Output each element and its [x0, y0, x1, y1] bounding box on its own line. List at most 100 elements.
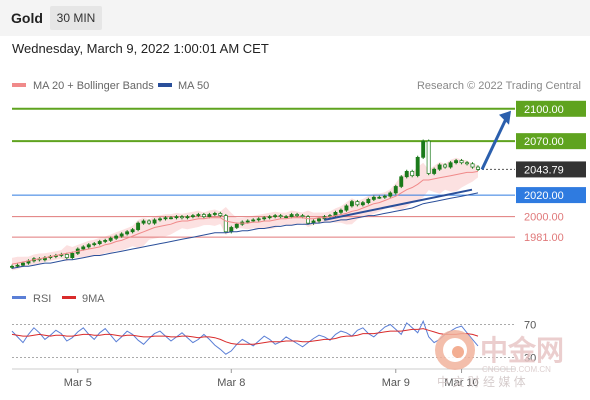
- candle-body: [404, 171, 409, 178]
- candle-body: [382, 195, 387, 198]
- level-tag-label: 2000.00: [524, 212, 564, 224]
- cngold-watermark: 中金网 CNGOLD.COM.CN 中 文 财 经 媒 体: [435, 330, 564, 389]
- candle-body: [388, 192, 393, 197]
- candle-body: [201, 214, 206, 218]
- support-trendline: [324, 188, 473, 221]
- watermark-tagline: 中 文 财 经 媒 体: [437, 374, 526, 389]
- rsi-tick-label: 70: [524, 320, 536, 332]
- candle-body: [141, 220, 146, 224]
- candle-body: [289, 214, 294, 218]
- timeframe-button[interactable]: 30 MIN: [50, 6, 102, 30]
- x-tick-label: Mar 8: [217, 377, 245, 389]
- header-bar: Gold 30 MIN: [0, 0, 590, 36]
- candle-body: [344, 205, 349, 211]
- candle-body: [97, 241, 102, 244]
- candle-body: [377, 196, 382, 199]
- candle-body: [229, 227, 234, 233]
- candle-body: [251, 219, 256, 222]
- level-tag-label: 1981.00: [524, 232, 564, 244]
- candle-body: [454, 160, 459, 164]
- candle-body: [130, 229, 135, 233]
- rsi-swatch: [12, 296, 26, 299]
- candle-body: [262, 217, 267, 220]
- x-tick-label: Mar 10: [444, 377, 478, 389]
- candle-body: [103, 240, 108, 242]
- watermark-brand: 中金网: [480, 334, 564, 366]
- level-tag-bg: [516, 161, 586, 178]
- candle-body: [86, 244, 91, 248]
- candle-body: [174, 216, 179, 219]
- candle-body: [399, 176, 404, 187]
- candle-body: [421, 140, 426, 158]
- level-tags: 2100.00 2070.00 2043.79 2020.00 2000.00 1981.…: [516, 100, 586, 244]
- candle-body: [360, 202, 365, 206]
- candle-body: [180, 216, 184, 219]
- candle-body: [92, 243, 97, 246]
- rsi-line: [11, 319, 479, 355]
- ma50-legend-label: MA 50: [178, 80, 209, 92]
- candle-body: [284, 216, 289, 219]
- candle-body: [108, 237, 113, 241]
- candle-body: [448, 162, 453, 168]
- rsi-ma-swatch: [62, 296, 76, 299]
- candle-body: [147, 220, 152, 224]
- candle-body: [338, 209, 343, 213]
- candle-body: [393, 186, 398, 194]
- level-tag-label: 2043.79: [524, 164, 564, 176]
- candle-body: [207, 214, 212, 218]
- analysis-datetime: Wednesday, March 9, 2022 1:00:01 AM CET: [12, 41, 269, 56]
- candle-body: [410, 171, 415, 177]
- candle-body: [432, 168, 437, 174]
- candle-body: [295, 214, 300, 216]
- ma50-swatch: [158, 83, 172, 87]
- candle-body: [10, 265, 14, 268]
- candle-body: [119, 233, 124, 237]
- rsi-legend-label: RSI: [33, 293, 51, 305]
- candle-body: [459, 160, 464, 164]
- rsi-ma-legend-label: 9MA: [82, 293, 105, 305]
- ma20-swatch: [12, 83, 26, 87]
- candle-body: [169, 217, 173, 220]
- x-tick-label: Mar 9: [382, 377, 410, 389]
- ma20-legend-label: MA 20 + Bollinger Bands: [33, 80, 154, 92]
- candle-body: [426, 140, 431, 174]
- level-tag-label: 2070.00: [524, 136, 564, 148]
- candle-body: [267, 216, 272, 219]
- level-tag-label: 2020.00: [524, 190, 564, 202]
- chart-legend: MA 20 + Bollinger Bands MA 50 Research ©…: [12, 80, 581, 92]
- candle-body: [245, 220, 250, 223]
- rsi-tick-label: 30: [524, 353, 536, 365]
- candle-body: [234, 223, 239, 228]
- candle-body: [185, 216, 190, 219]
- forecast-arrow-head: [499, 110, 511, 125]
- rsi-legend: RSI 9MA: [12, 293, 105, 305]
- candle-body: [300, 215, 305, 218]
- candle-body: [15, 264, 20, 267]
- x-tick-label: Mar 5: [64, 377, 92, 389]
- candle-body: [158, 218, 162, 221]
- ma20-line: [11, 170, 479, 265]
- candle-body: [152, 219, 157, 224]
- candle-body: [163, 217, 168, 220]
- price-chart: MA 20 + Bollinger Bands MA 50 Research ©…: [10, 80, 586, 389]
- candle-body: [81, 246, 86, 250]
- candle-body: [70, 252, 75, 259]
- rsi-panel: 70 30: [11, 319, 536, 365]
- x-axis: Mar 5 Mar 8 Mar 9 Mar 10: [12, 368, 515, 389]
- candle-body: [114, 235, 119, 239]
- forecast-arrow-shaft: [480, 116, 509, 171]
- cngold-logo-dot: [452, 346, 464, 358]
- level-tag-bg: [516, 100, 586, 117]
- candle-body: [349, 201, 354, 207]
- candle-body: [306, 216, 310, 224]
- bollinger-band: [12, 157, 478, 271]
- candle-body: [212, 213, 217, 215]
- candle-body: [64, 254, 69, 259]
- candle-body: [415, 156, 420, 177]
- candle-body: [190, 215, 195, 218]
- candle-body: [256, 218, 261, 221]
- watermark-url: CNGOLD.COM.CN: [482, 365, 551, 374]
- candle-body: [223, 215, 228, 233]
- candle-body: [218, 213, 223, 216]
- candle-body: [196, 214, 201, 216]
